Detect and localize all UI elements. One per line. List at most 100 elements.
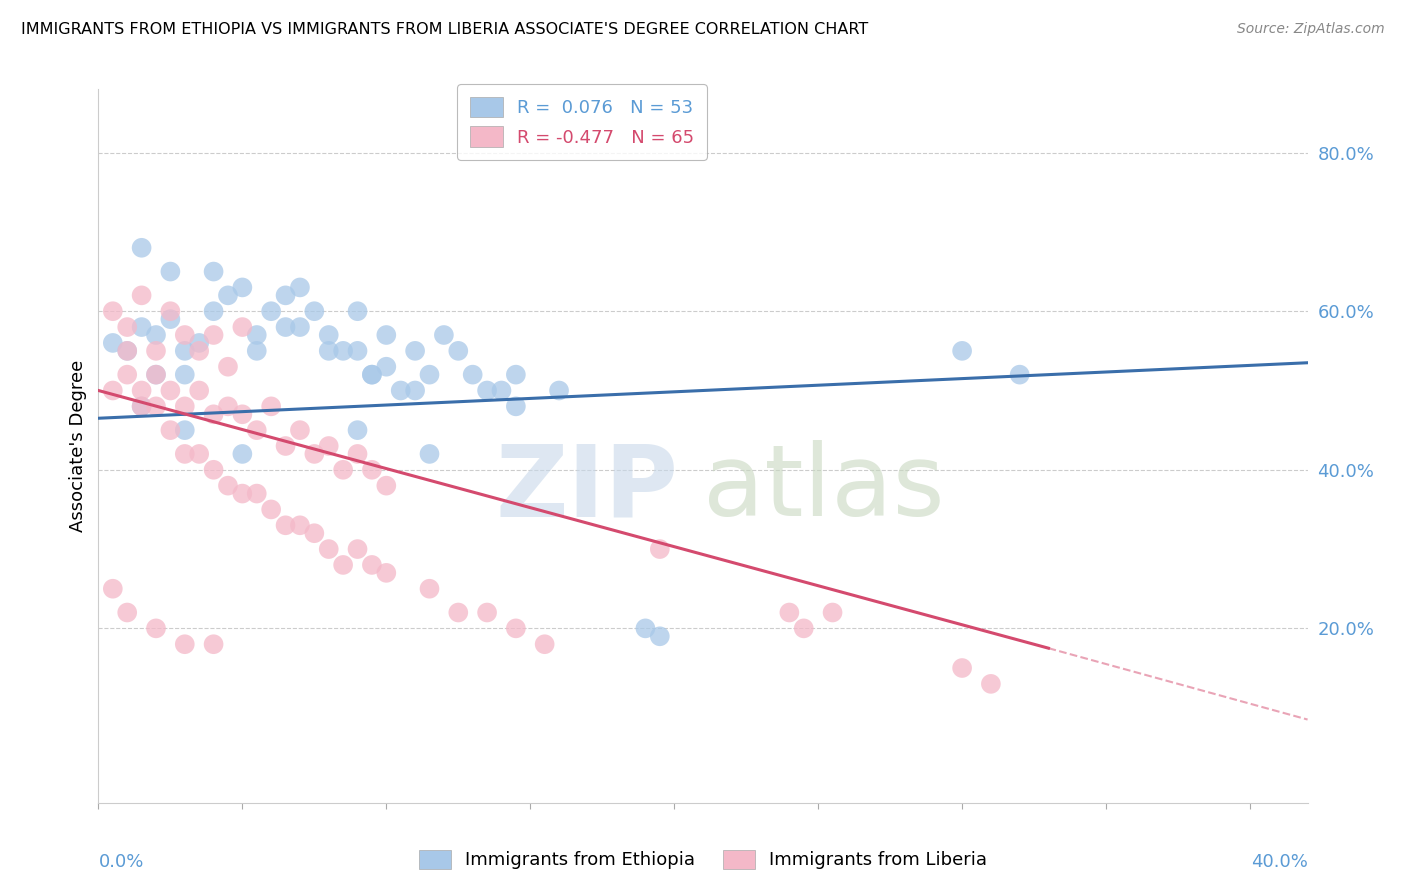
Point — [145, 400, 167, 414]
Point — [304, 304, 326, 318]
Legend: Immigrants from Ethiopia, Immigrants from Liberia: Immigrants from Ethiopia, Immigrants fro… — [409, 841, 997, 879]
Point — [980, 677, 1002, 691]
Point — [159, 304, 181, 318]
Point — [304, 526, 326, 541]
Point — [389, 384, 412, 398]
Point — [131, 384, 153, 398]
Point — [346, 423, 368, 437]
Point — [404, 343, 426, 358]
Point — [159, 264, 181, 278]
Point — [433, 328, 456, 343]
Point — [548, 384, 571, 398]
Point — [418, 447, 440, 461]
Point — [188, 343, 211, 358]
Point — [202, 328, 225, 343]
Point — [231, 486, 253, 500]
Point — [461, 368, 484, 382]
Point — [274, 288, 297, 302]
Point — [101, 335, 124, 350]
Legend: R =  0.076   N = 53, R = -0.477   N = 65: R = 0.076 N = 53, R = -0.477 N = 65 — [457, 84, 707, 160]
Point — [246, 343, 269, 358]
Point — [361, 463, 384, 477]
Point — [274, 320, 297, 334]
Point — [202, 463, 225, 477]
Point — [288, 423, 311, 437]
Point — [288, 320, 311, 334]
Point — [361, 558, 384, 572]
Point — [131, 288, 153, 302]
Y-axis label: Associate's Degree: Associate's Degree — [69, 359, 87, 533]
Point — [375, 359, 398, 374]
Text: ZIP: ZIP — [496, 441, 679, 537]
Point — [131, 400, 153, 414]
Point — [145, 368, 167, 382]
Point — [346, 542, 368, 557]
Point — [131, 320, 153, 334]
Point — [447, 606, 470, 620]
Point — [115, 368, 138, 382]
Point — [361, 368, 384, 382]
Point — [159, 312, 181, 326]
Point — [231, 447, 253, 461]
Point — [346, 447, 368, 461]
Point — [447, 343, 470, 358]
Point — [950, 343, 973, 358]
Point — [260, 502, 283, 516]
Point — [418, 582, 440, 596]
Point — [115, 606, 138, 620]
Point — [375, 328, 398, 343]
Point — [173, 423, 195, 437]
Point — [648, 629, 671, 643]
Point — [332, 558, 354, 572]
Point — [231, 407, 253, 421]
Point — [375, 478, 398, 492]
Text: atlas: atlas — [703, 441, 945, 537]
Text: 40.0%: 40.0% — [1251, 853, 1308, 871]
Point — [145, 621, 167, 635]
Point — [159, 423, 181, 437]
Point — [131, 241, 153, 255]
Point — [332, 463, 354, 477]
Point — [346, 304, 368, 318]
Point — [145, 343, 167, 358]
Point — [505, 400, 527, 414]
Point — [246, 423, 269, 437]
Point — [173, 328, 195, 343]
Point — [491, 384, 513, 398]
Point — [318, 343, 340, 358]
Point — [145, 368, 167, 382]
Point — [188, 447, 211, 461]
Point — [115, 343, 138, 358]
Point — [101, 384, 124, 398]
Point — [950, 661, 973, 675]
Point — [274, 439, 297, 453]
Point — [318, 328, 340, 343]
Point — [217, 288, 239, 302]
Point — [217, 478, 239, 492]
Point — [173, 400, 195, 414]
Point — [173, 343, 195, 358]
Point — [101, 304, 124, 318]
Point — [821, 606, 844, 620]
Point — [318, 542, 340, 557]
Point — [1008, 368, 1031, 382]
Point — [131, 400, 153, 414]
Point — [115, 320, 138, 334]
Point — [173, 447, 195, 461]
Point — [188, 335, 211, 350]
Point — [101, 582, 124, 596]
Point — [217, 359, 239, 374]
Point — [115, 343, 138, 358]
Point — [778, 606, 800, 620]
Point — [288, 280, 311, 294]
Point — [332, 343, 354, 358]
Point — [274, 518, 297, 533]
Point — [634, 621, 657, 635]
Point — [304, 447, 326, 461]
Point — [202, 637, 225, 651]
Point — [231, 280, 253, 294]
Text: 0.0%: 0.0% — [98, 853, 143, 871]
Point — [159, 384, 181, 398]
Point — [418, 368, 440, 382]
Point — [145, 328, 167, 343]
